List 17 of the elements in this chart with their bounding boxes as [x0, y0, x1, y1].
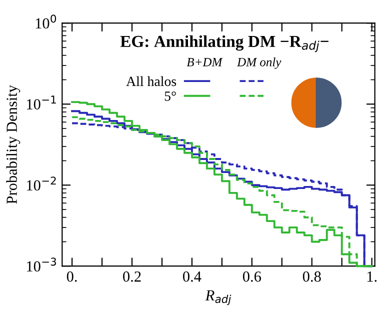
x-axis-title: R$_{adj}$ [205, 290, 232, 306]
x-tick-label: 1. [367, 271, 377, 282]
y-tick-label: 10$^{−3}$ [27, 258, 56, 272]
legend-label: All halos [126, 76, 176, 86]
y-axis-title: Probability Density [6, 85, 20, 204]
legend-label: 5° [164, 91, 176, 101]
annotation: B+DM [186, 58, 223, 66]
x-tick-label: 0. [66, 271, 77, 282]
y-tick-label: 10$^{−1}$ [27, 96, 56, 110]
annotation: DM only [236, 58, 282, 69]
x-tick-label: 0.6 [242, 271, 262, 282]
x-tick-label: 0.2 [123, 271, 141, 282]
text: EG: Annihilating DM −R$_{adj}$− [120, 35, 328, 52]
y-tick-label: 10$^{−2}$ [27, 176, 56, 191]
x-tick-label: 0.8 [302, 271, 321, 282]
y-tick-label: 10$^{0}$ [36, 14, 56, 29]
x-tick-label: 0.4 [182, 271, 202, 282]
